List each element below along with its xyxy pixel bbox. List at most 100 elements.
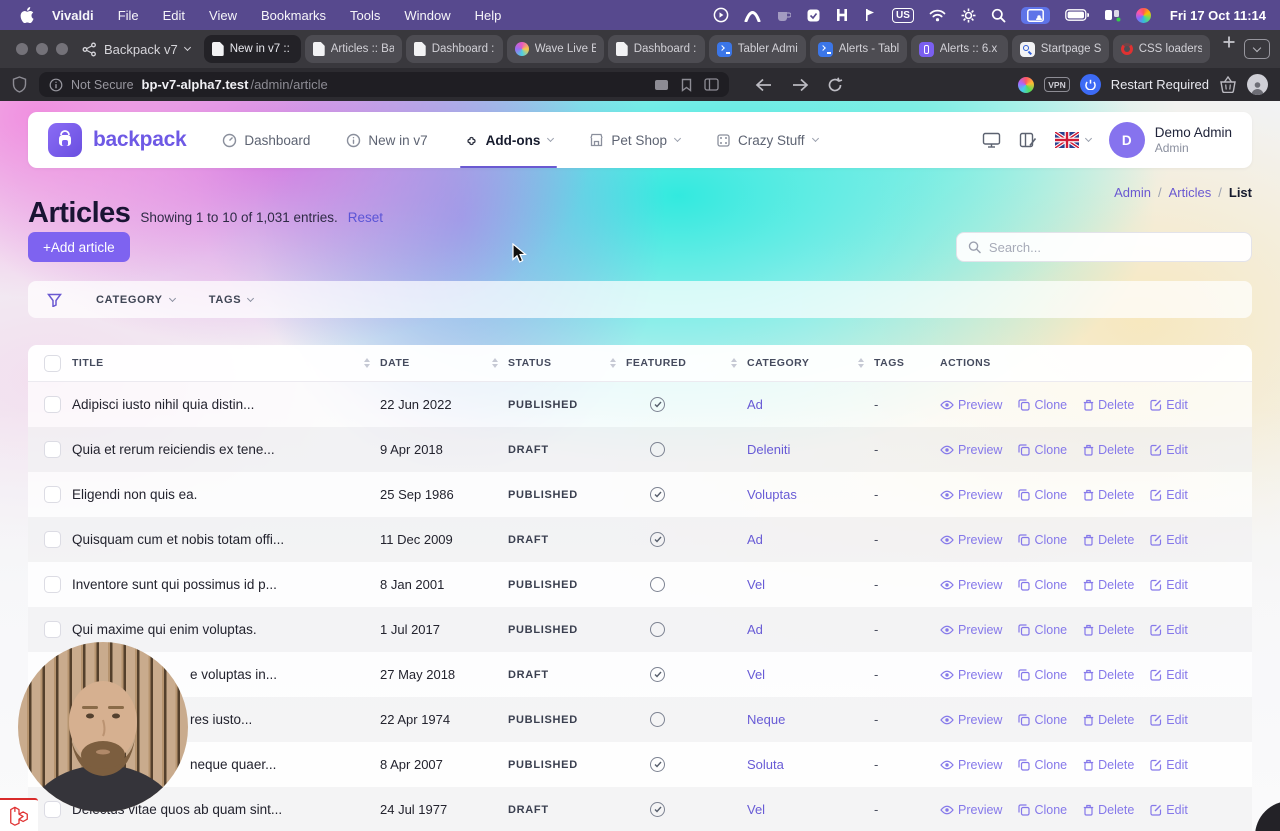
- column-header-featured[interactable]: FEATURED: [626, 357, 747, 369]
- search-box[interactable]: [956, 232, 1252, 262]
- arc-icon[interactable]: [744, 8, 761, 22]
- battery-icon[interactable]: [1065, 9, 1089, 21]
- nav-item-add-ons[interactable]: Add-ons: [459, 112, 558, 168]
- tab-alerts-tabler[interactable]: Alerts - Tabler: [809, 35, 907, 63]
- preview-action[interactable]: Preview: [940, 758, 1002, 772]
- row-checkbox[interactable]: [44, 441, 61, 458]
- coffee-cup-icon[interactable]: [776, 8, 791, 22]
- delete-action[interactable]: Delete: [1083, 713, 1134, 727]
- h-app-icon[interactable]: [836, 8, 848, 22]
- delete-action[interactable]: Delete: [1083, 578, 1134, 592]
- preview-action[interactable]: Preview: [940, 488, 1002, 502]
- menu-bookmarks[interactable]: Bookmarks: [261, 7, 327, 23]
- bookmark-icon[interactable]: [681, 78, 692, 92]
- clone-action[interactable]: Clone: [1018, 623, 1067, 637]
- category-link[interactable]: Deleniti: [747, 442, 791, 457]
- category-link[interactable]: Ad: [747, 622, 763, 637]
- basket-icon[interactable]: [1219, 76, 1237, 93]
- row-checkbox[interactable]: [44, 621, 61, 638]
- clone-action[interactable]: Clone: [1018, 803, 1067, 817]
- search-input[interactable]: [988, 239, 1240, 255]
- preview-action[interactable]: Preview: [940, 713, 1002, 727]
- backpack-logo[interactable]: [48, 123, 82, 157]
- minimize-window-button[interactable]: [36, 43, 48, 55]
- preview-action[interactable]: Preview: [940, 398, 1002, 412]
- preview-action[interactable]: Preview: [940, 578, 1002, 592]
- preview-action[interactable]: Preview: [940, 533, 1002, 547]
- add-article-button[interactable]: +Add article: [28, 232, 130, 262]
- brand-name[interactable]: backpack: [93, 128, 187, 151]
- sort-icon[interactable]: [610, 358, 616, 368]
- nav-item-crazy-stuff[interactable]: Crazy Stuff: [716, 112, 819, 168]
- preview-action[interactable]: Preview: [940, 668, 1002, 682]
- breadcrumb-articles[interactable]: Articles: [1168, 185, 1212, 200]
- delete-action[interactable]: Delete: [1083, 668, 1134, 682]
- category-link[interactable]: Vel: [747, 802, 766, 817]
- clone-action[interactable]: Clone: [1018, 578, 1067, 592]
- workspace-selector[interactable]: Backpack v7: [82, 42, 191, 57]
- delete-action[interactable]: Delete: [1083, 533, 1134, 547]
- close-window-button[interactable]: [16, 43, 28, 55]
- extension-color-picker-icon[interactable]: [1018, 76, 1035, 93]
- column-header-title[interactable]: TITLE: [72, 357, 380, 369]
- page-builder-icon[interactable]: [1019, 132, 1037, 148]
- clone-action[interactable]: Clone: [1018, 668, 1067, 682]
- language-selector[interactable]: [1054, 132, 1092, 148]
- breadcrumb-admin[interactable]: Admin: [1114, 185, 1151, 200]
- delete-action[interactable]: Delete: [1083, 488, 1134, 502]
- clone-action[interactable]: Clone: [1018, 398, 1067, 412]
- input-source-badge[interactable]: US: [891, 7, 914, 23]
- restart-required-label[interactable]: Restart Required: [1110, 77, 1209, 92]
- sort-icon[interactable]: [492, 358, 498, 368]
- edit-action[interactable]: Edit: [1150, 803, 1188, 817]
- column-header-status[interactable]: STATUS: [508, 357, 626, 369]
- tab-new-in-v7[interactable]: New in v7 :: Ba: [203, 35, 301, 63]
- category-link[interactable]: Voluptas: [747, 487, 797, 502]
- clone-action[interactable]: Clone: [1018, 758, 1067, 772]
- color-wheel-icon[interactable]: [1135, 7, 1151, 23]
- category-link[interactable]: Soluta: [747, 757, 784, 772]
- forward-button[interactable]: [791, 78, 809, 92]
- browser-profile-avatar[interactable]: [1247, 74, 1268, 95]
- category-link[interactable]: Ad: [747, 397, 763, 412]
- column-header-category[interactable]: CATEGORY: [747, 357, 874, 369]
- edit-action[interactable]: Edit: [1150, 488, 1188, 502]
- zoom-window-button[interactable]: [56, 43, 68, 55]
- category-link[interactable]: Vel: [747, 667, 766, 682]
- row-checkbox[interactable]: [44, 801, 61, 818]
- back-button[interactable]: [755, 78, 773, 92]
- vpn-extension-badge[interactable]: VPN: [1044, 77, 1070, 92]
- clone-action[interactable]: Clone: [1018, 533, 1067, 547]
- tab-articles[interactable]: Articles :: Back: [304, 35, 402, 63]
- info-icon[interactable]: [49, 78, 63, 92]
- url-field[interactable]: Not Secure bp-v7-alpha7.test /admin/arti…: [39, 72, 729, 97]
- category-link[interactable]: Vel: [747, 577, 766, 592]
- delete-action[interactable]: Delete: [1083, 398, 1134, 412]
- column-header-tags[interactable]: TAGS: [874, 357, 905, 369]
- clone-action[interactable]: Clone: [1018, 443, 1067, 457]
- pennant-icon[interactable]: [863, 8, 877, 22]
- package-check-icon[interactable]: [806, 8, 821, 23]
- category-link[interactable]: Neque: [747, 712, 786, 727]
- preview-action[interactable]: Preview: [940, 803, 1002, 817]
- restart-power-icon[interactable]: [1079, 74, 1101, 95]
- menubar-clock[interactable]: Fri 17 Oct 11:14: [1169, 7, 1266, 23]
- sort-icon[interactable]: [364, 358, 370, 368]
- column-header-date[interactable]: DATE: [380, 357, 508, 369]
- reload-button[interactable]: [827, 77, 843, 93]
- search-icon[interactable]: [991, 8, 1006, 23]
- menu-window[interactable]: Window: [404, 7, 451, 23]
- gear-icon[interactable]: [961, 8, 976, 23]
- row-checkbox[interactable]: [44, 486, 61, 503]
- preview-action[interactable]: Preview: [940, 623, 1002, 637]
- edit-action[interactable]: Edit: [1150, 533, 1188, 547]
- preview-action[interactable]: Preview: [940, 443, 1002, 457]
- delete-action[interactable]: Delete: [1083, 623, 1134, 637]
- edit-action[interactable]: Edit: [1150, 398, 1188, 412]
- delete-action[interactable]: Delete: [1083, 758, 1134, 772]
- play-circle-icon[interactable]: [713, 7, 729, 23]
- edit-action[interactable]: Edit: [1150, 668, 1188, 682]
- tab-startpage[interactable]: Startpage Sea: [1011, 35, 1109, 63]
- apple-logo-icon[interactable]: [20, 7, 34, 23]
- delete-action[interactable]: Delete: [1083, 443, 1134, 457]
